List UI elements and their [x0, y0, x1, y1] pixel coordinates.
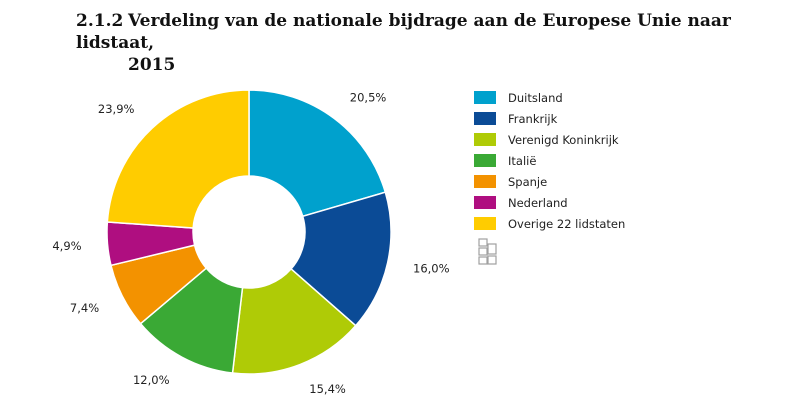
chart-title: 2.1.2 Verdeling van de nationale bijdrage…: [76, 10, 796, 76]
title-number: 2.1.2: [76, 11, 124, 31]
legend-swatch: [474, 133, 496, 146]
legend-item: Verenigd Koninkrijk: [474, 129, 625, 150]
legend-item: Frankrijk: [474, 108, 625, 129]
legend-label: Nederland: [508, 195, 568, 210]
legend-item: Duitsland: [474, 87, 625, 108]
donut-slices: [106, 89, 392, 375]
value-label-overige-22-lidstaten: 23,9%: [98, 102, 135, 116]
value-label-itali-: 12,0%: [133, 373, 170, 387]
legend-item: Nederland: [474, 192, 625, 213]
value-label-frankrijk: 16,0%: [413, 261, 450, 275]
legend-item: Italië: [474, 150, 625, 171]
value-label-duitsland: 20,5%: [350, 91, 387, 105]
legend-label: Verenigd Koninkrijk: [508, 132, 619, 147]
slice-frankrijk: [290, 191, 392, 327]
title-line1: Verdeling van de nationale bijdrage aan …: [76, 11, 731, 53]
legend-label: Spanje: [508, 174, 548, 189]
legend-label: Overige 22 lidstaten: [508, 216, 626, 231]
slice-overige-22-lidstaten: [106, 89, 250, 229]
legend-swatch: [474, 112, 496, 125]
value-label-verenigd-koninkrijk: 15,4%: [309, 382, 346, 396]
legend-label: Frankrijk: [508, 111, 558, 126]
slice-duitsland: [248, 89, 387, 218]
legend-item: Overige 22 lidstaten: [474, 213, 625, 234]
donut-value-labels: 20,5% 16,0% 15,4% 12,0% 7,4% 4,9% 23,9%: [52, 91, 449, 396]
legend-swatch: [474, 217, 496, 230]
legend-swatch: [474, 91, 496, 104]
legend-swatch: [474, 154, 496, 167]
legend-item: Spanje: [474, 171, 625, 192]
title-line2: 2015: [128, 55, 176, 75]
legend-label: Italië: [508, 153, 537, 168]
legend: Duitsland Frankrijk Verenigd Koninkrijk Ita…: [474, 87, 625, 234]
cbs-logo-icon: [478, 238, 497, 265]
slice-verenigd-koninkrijk: [231, 267, 357, 375]
value-label-spanje: 7,4%: [70, 301, 99, 315]
legend-label: Duitsland: [508, 90, 563, 105]
value-label-nederland: 4,9%: [52, 239, 81, 253]
legend-swatch: [474, 196, 496, 209]
legend-swatch: [474, 175, 496, 188]
